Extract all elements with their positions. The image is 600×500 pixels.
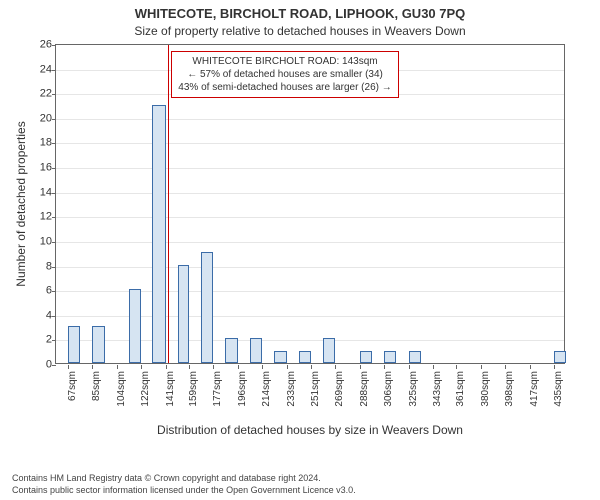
xtick-mark xyxy=(554,365,555,369)
xtick-mark xyxy=(92,365,93,369)
ytick-label: 12 xyxy=(40,212,56,223)
chart-title: WHITECOTE, BIRCHOLT ROAD, LIPHOOK, GU30 … xyxy=(0,6,600,21)
xtick-mark xyxy=(530,365,531,369)
histogram-bar xyxy=(274,351,287,363)
xtick-mark xyxy=(287,365,288,369)
histogram-bar xyxy=(384,351,396,363)
gridline xyxy=(56,242,564,243)
histogram-bar xyxy=(178,265,190,363)
ytick-label: 2 xyxy=(46,335,56,346)
ytick-label: 10 xyxy=(40,236,56,247)
gridline xyxy=(56,193,564,194)
footer-line-1: Contains HM Land Registry data © Crown c… xyxy=(12,473,321,484)
xtick-mark xyxy=(360,365,361,369)
xtick-mark xyxy=(238,365,239,369)
xtick-mark xyxy=(481,365,482,369)
xtick-mark xyxy=(117,365,118,369)
ytick-label: 8 xyxy=(46,261,56,272)
histogram-bar xyxy=(129,289,141,363)
xtick-mark xyxy=(433,365,434,369)
footer-line-2: Contains public sector information licen… xyxy=(12,485,356,496)
histogram-bar xyxy=(250,338,262,363)
histogram-bar xyxy=(299,351,311,363)
reference-line xyxy=(168,45,169,363)
gridline xyxy=(56,168,564,169)
xtick-mark xyxy=(384,365,385,369)
x-axis-label: Distribution of detached houses by size … xyxy=(56,423,564,437)
annotation-box: WHITECOTE BIRCHOLT ROAD: 143sqm← 57% of … xyxy=(171,51,398,98)
ytick-label: 16 xyxy=(40,163,56,174)
annotation-line: 43% of semi-detached houses are larger (… xyxy=(178,81,391,94)
xtick-mark xyxy=(409,365,410,369)
xtick-mark xyxy=(213,365,214,369)
histogram-bar xyxy=(554,351,566,363)
annotation-line: ← 57% of detached houses are smaller (34… xyxy=(178,68,391,81)
ytick-label: 4 xyxy=(46,310,56,321)
ytick-label: 26 xyxy=(40,40,56,51)
xtick-mark xyxy=(311,365,312,369)
histogram-bar xyxy=(409,351,421,363)
chart-subtitle: Size of property relative to detached ho… xyxy=(0,24,600,38)
y-axis-label: Number of detached properties xyxy=(14,121,28,286)
ytick-label: 6 xyxy=(46,286,56,297)
xtick-mark xyxy=(141,365,142,369)
xtick-mark xyxy=(68,365,69,369)
gridline xyxy=(56,267,564,268)
ytick-label: 20 xyxy=(40,113,56,124)
xtick-mark xyxy=(189,365,190,369)
xtick-mark xyxy=(335,365,336,369)
histogram-bar xyxy=(152,105,165,363)
xtick-mark xyxy=(262,365,263,369)
gridline xyxy=(56,217,564,218)
annotation-line: WHITECOTE BIRCHOLT ROAD: 143sqm xyxy=(178,55,391,68)
ytick-label: 24 xyxy=(40,64,56,75)
gridline xyxy=(56,119,564,120)
ytick-label: 14 xyxy=(40,187,56,198)
histogram-bar xyxy=(201,252,213,363)
histogram-plot: 02468101214161820222426Number of detache… xyxy=(55,44,565,364)
histogram-bar xyxy=(323,338,335,363)
histogram-bar xyxy=(360,351,372,363)
xtick-mark xyxy=(166,365,167,369)
histogram-bar xyxy=(92,326,105,363)
gridline xyxy=(56,143,564,144)
ytick-label: 0 xyxy=(46,360,56,371)
xtick-mark xyxy=(505,365,506,369)
ytick-label: 18 xyxy=(40,138,56,149)
histogram-bar xyxy=(225,338,238,363)
xtick-mark xyxy=(456,365,457,369)
histogram-bar xyxy=(68,326,80,363)
ytick-label: 22 xyxy=(40,89,56,100)
